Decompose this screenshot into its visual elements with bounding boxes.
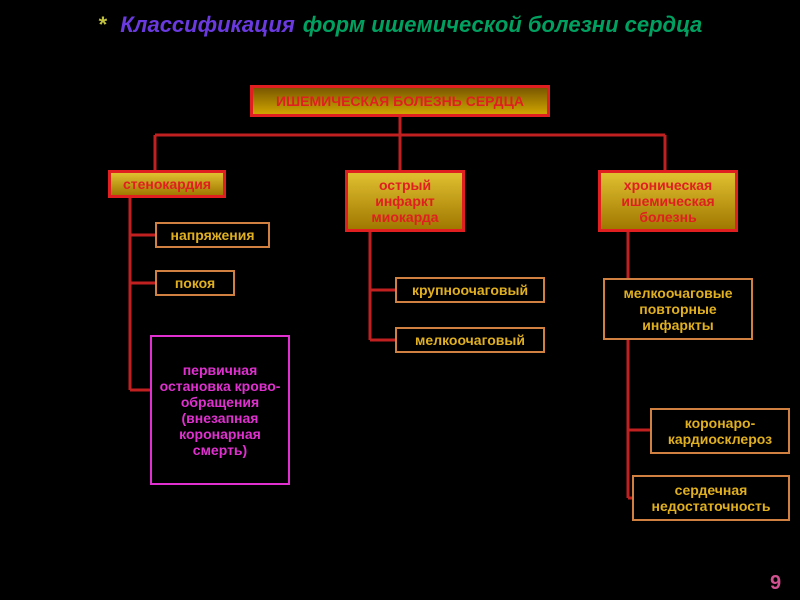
node-chronic: хроническая ишемическая болезнь	[598, 170, 738, 232]
title-block: * Классификация форм ишемической болезни с…	[45, 12, 755, 37]
node-napr: напряжения	[155, 222, 270, 248]
node-melko: мелкоочаговый	[395, 327, 545, 353]
node-primary_arrest: первичная остановка крово-обращения (вне…	[150, 335, 290, 485]
node-napr-label: напряжения	[171, 227, 255, 243]
node-stenocardia-label: стенокардия	[123, 176, 211, 192]
node-acute_mi: острый инфаркт миокарда	[345, 170, 465, 232]
node-stenocardia: стенокардия	[108, 170, 226, 198]
node-koronaro-label: коронаро-кардиосклероз	[656, 415, 784, 447]
node-pokoya-label: покоя	[175, 275, 215, 291]
title-star: *	[98, 12, 107, 37]
node-koronaro: коронаро-кардиосклероз	[650, 408, 790, 454]
diagram-canvas: * Классификация форм ишемической болезни с…	[0, 0, 800, 600]
node-acute_mi-label: острый инфаркт миокарда	[352, 177, 458, 225]
node-krupno: крупноочаговый	[395, 277, 545, 303]
page-number: 9	[770, 572, 781, 595]
node-root: ИШЕМИЧЕСКАЯ БОЛЕЗНЬ СЕРДЦА	[250, 85, 550, 117]
node-krupno-label: крупноочаговый	[412, 282, 528, 298]
node-primary_arrest-label: первичная остановка крово-обращения (вне…	[156, 362, 284, 459]
node-pokoya: покоя	[155, 270, 235, 296]
node-melko_repeat: мелкоочаговые повторные инфаркты	[603, 278, 753, 340]
node-melko_repeat-label: мелкоочаговые повторные инфаркты	[609, 285, 747, 333]
node-chronic-label: хроническая ишемическая болезнь	[605, 177, 731, 225]
title-rest: форм ишемической болезни сердца	[303, 12, 703, 37]
node-root-label: ИШЕМИЧЕСКАЯ БОЛЕЗНЬ СЕРДЦА	[276, 93, 524, 109]
node-melko-label: мелкоочаговый	[415, 332, 525, 348]
node-hf: сердечная недостаточность	[632, 475, 790, 521]
title-word1: Классификация	[120, 12, 295, 37]
node-hf-label: сердечная недостаточность	[638, 482, 784, 514]
